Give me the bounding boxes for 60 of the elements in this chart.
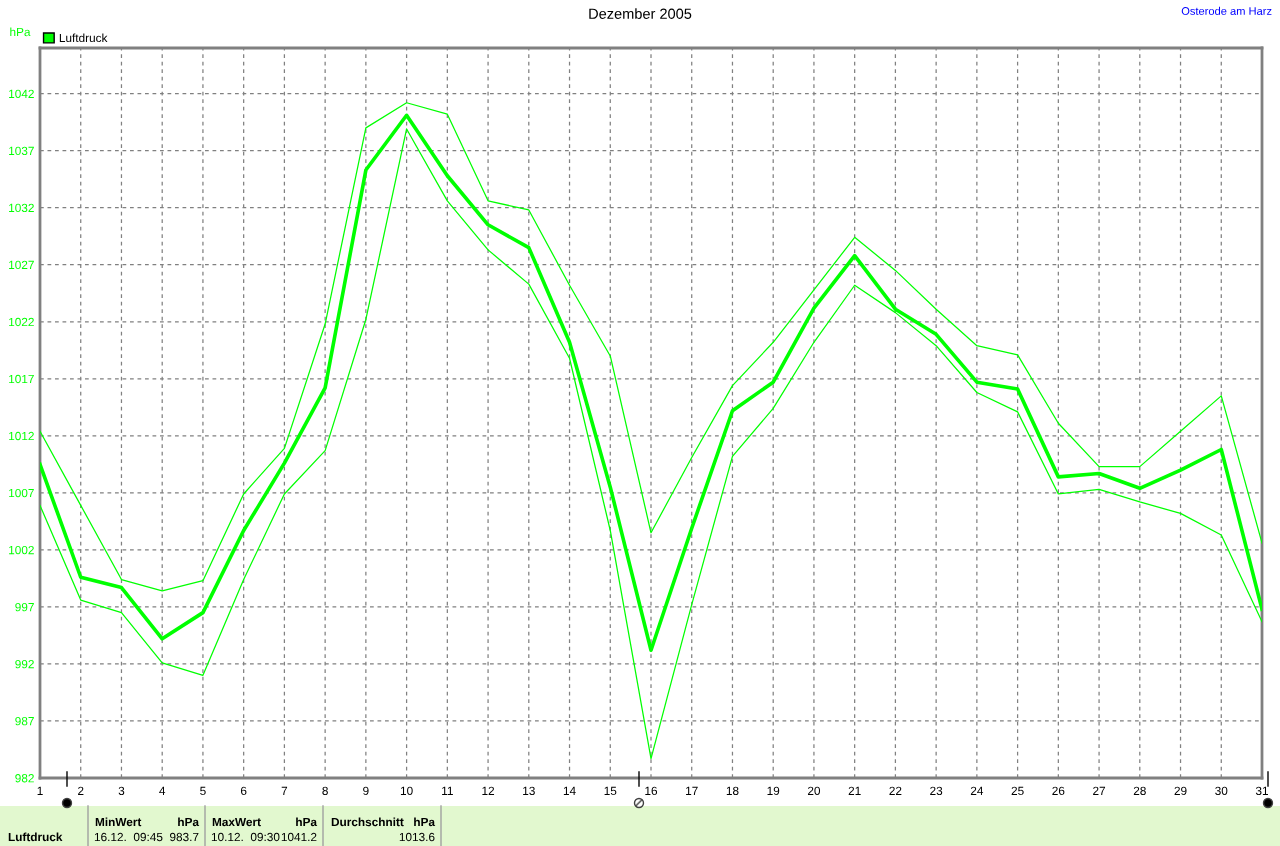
x-tick-label: 12 [482,786,495,795]
text: hPa [414,817,436,827]
y-tick-label: 997 [15,602,34,612]
x-tick-label: 28 [1133,786,1146,795]
x-tick-label: 15 [604,786,617,795]
x-tick-label: 8 [322,786,328,795]
y-tick-label: 987 [15,717,34,726]
x-tick-label: 20 [807,786,821,795]
x-tick-label: 24 [970,786,984,795]
y-tick-label: 1007 [9,488,34,498]
text: 1013.6 [399,832,435,842]
text: hPa [296,817,318,827]
x-tick-label: 27 [1093,786,1106,795]
chart-title: Dezember 2005 [589,8,692,19]
legend-label: Luftdruck [59,33,108,43]
text: MinWert [95,817,142,827]
x-tick-label: 30 [1215,786,1228,795]
y-tick-label: 1022 [9,317,34,327]
x-tick-label: 25 [1011,786,1024,795]
text: Luftdruck [8,832,63,842]
y-tick-label: 1002 [9,545,34,555]
x-tick-label: 6 [240,786,247,795]
y-tick-label: 1037 [9,146,34,156]
text: 1041.2 [281,832,317,842]
text: 983.7 [170,832,199,842]
y-tick-label: 1017 [9,374,34,384]
x-tick-label: 5 [200,786,206,795]
y-axis-title: hPa [10,27,31,37]
x-tick-label: 21 [848,786,861,795]
x-tick-label: 3 [118,786,125,795]
y-tick-label: 1042 [9,89,34,99]
x-tick-label: 16 [645,786,658,795]
x-tick-label: 4 [159,786,166,795]
y-tick-label: 1027 [9,260,34,270]
text: Durchschnitt [331,817,404,827]
x-tick-label: 17 [686,786,698,795]
x-tick-label: 29 [1174,786,1187,795]
x-tick-label: 9 [363,786,369,795]
y-tick-label: 1032 [9,203,34,213]
chart-subtitle: Osterode am Harz [1181,6,1272,15]
x-tick-label: 14 [563,786,576,795]
text: 16.12. 09:45 [94,832,163,842]
text: MaxWert [212,817,261,827]
text: 10.12. 09:30 [211,832,280,842]
x-tick-label: 23 [930,786,943,795]
text: hPa [178,817,200,827]
y-tick-label: 982 [15,774,34,783]
x-tick-label: 18 [726,786,739,795]
y-tick-label: 1012 [9,431,34,441]
x-tick-label: 7 [281,786,288,795]
x-tick-label: 2 [78,786,84,795]
x-tick-label: 26 [1052,786,1065,795]
y-tick-label: 992 [15,659,34,669]
x-tick-label: 19 [767,786,780,795]
x-tick-label: 1 [37,786,43,795]
x-tick-label: 10 [400,786,413,795]
x-tick-label: 31 [1255,786,1268,795]
x-tick-label: 13 [523,786,535,795]
x-tick-label: 22 [889,786,902,795]
x-tick-label: 11 [442,786,453,795]
